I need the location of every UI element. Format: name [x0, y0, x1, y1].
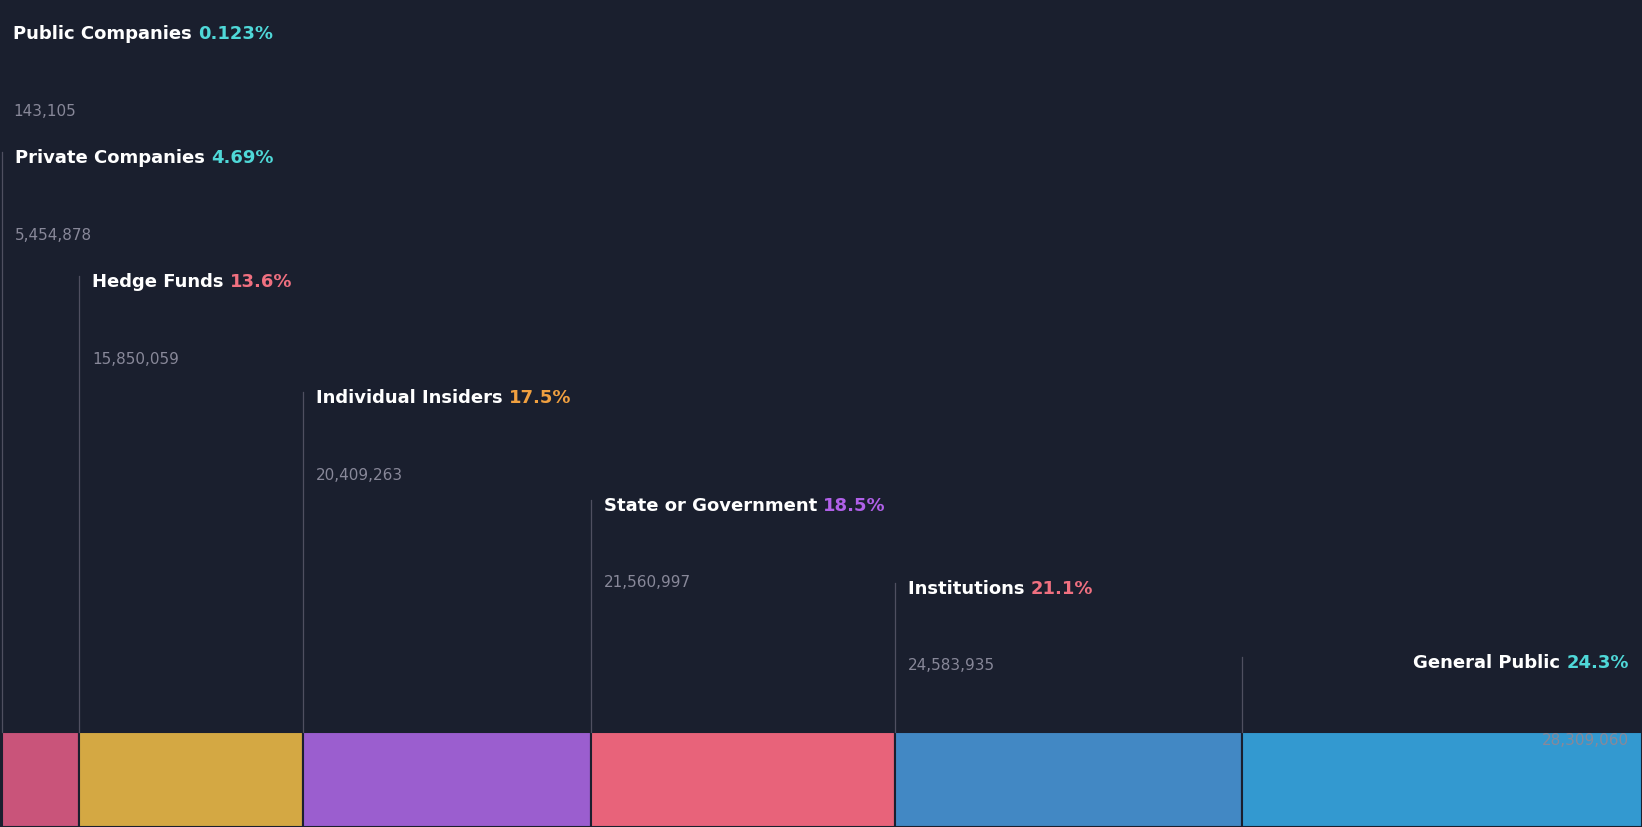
- Text: 15,850,059: 15,850,059: [92, 351, 179, 366]
- Text: General Public: General Public: [1414, 653, 1566, 672]
- Bar: [895, 732, 1243, 827]
- Bar: [302, 732, 591, 827]
- Text: 24.3%: 24.3%: [1566, 653, 1629, 672]
- Text: 0.123%: 0.123%: [199, 25, 273, 43]
- Text: 20,409,263: 20,409,263: [315, 467, 404, 482]
- Text: 5,454,878: 5,454,878: [15, 227, 92, 242]
- Text: 143,105: 143,105: [13, 103, 76, 118]
- Text: Public Companies: Public Companies: [13, 25, 199, 43]
- Bar: [2, 732, 79, 827]
- Text: Individual Insiders: Individual Insiders: [315, 389, 509, 407]
- Bar: [0, 732, 2, 827]
- Text: 28,309,060: 28,309,060: [1542, 732, 1629, 747]
- Bar: [1243, 732, 1642, 827]
- Text: 17.5%: 17.5%: [509, 389, 571, 407]
- Text: State or Government: State or Government: [604, 496, 823, 514]
- Text: Hedge Funds: Hedge Funds: [92, 273, 230, 291]
- Text: 4.69%: 4.69%: [212, 149, 274, 167]
- Text: 21,560,997: 21,560,997: [604, 575, 691, 590]
- Text: Institutions: Institutions: [908, 579, 1031, 597]
- Text: Private Companies: Private Companies: [15, 149, 212, 167]
- Bar: [79, 732, 302, 827]
- Text: 18.5%: 18.5%: [823, 496, 887, 514]
- Text: 24,583,935: 24,583,935: [908, 657, 995, 672]
- Text: 21.1%: 21.1%: [1031, 579, 1094, 597]
- Text: 13.6%: 13.6%: [230, 273, 292, 291]
- Bar: [591, 732, 895, 827]
